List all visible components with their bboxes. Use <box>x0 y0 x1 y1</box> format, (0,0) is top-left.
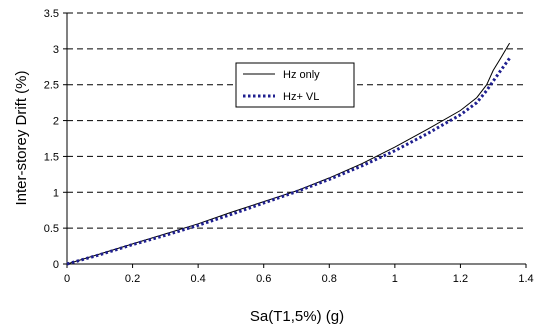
legend-label-hz-only: Hz only <box>283 69 320 81</box>
legend-box <box>235 62 355 108</box>
axes <box>63 12 527 268</box>
x-tick-label: 0 <box>64 273 70 285</box>
y-tick-label: 0.5 <box>44 223 59 235</box>
y-tick-labels: 0 0.5 1 1.5 2 2.5 3 3.5 <box>44 8 59 271</box>
y-tick-label: 2.5 <box>44 80 59 92</box>
legend-label-hz-vl: Hz+ VL <box>283 91 319 103</box>
x-tick-label: 1 <box>392 273 398 285</box>
y-tick-label: 1 <box>53 187 59 199</box>
x-tick-label: 1.4 <box>518 273 533 285</box>
plot-area <box>67 13 526 264</box>
y-tick-label: 3.5 <box>44 8 59 20</box>
series-group <box>66 42 511 266</box>
legend: Hz only Hz+ VL <box>235 62 355 108</box>
x-tick-label: 0.6 <box>256 273 271 285</box>
x-tick-label: 0.2 <box>125 273 140 285</box>
y-axis-title: Inter-storey Drift (%) <box>13 70 30 205</box>
y-tick-label: 1.5 <box>44 151 59 163</box>
gridlines <box>67 12 526 229</box>
y-tick-label: 2 <box>53 116 59 128</box>
series-line-hz-vl <box>66 57 511 266</box>
x-tick-label: 0.8 <box>322 273 337 285</box>
y-tick-label: 3 <box>53 44 59 56</box>
y-tick-label: 0 <box>53 259 59 271</box>
x-tick-labels: 0 0.2 0.4 0.6 0.8 1 1.2 1.4 <box>64 273 534 285</box>
x-tick-label: 1.2 <box>453 273 468 285</box>
x-tick-label: 0.4 <box>190 273 205 285</box>
x-axis-title: Sa(T1,5%) (g) <box>250 308 344 325</box>
